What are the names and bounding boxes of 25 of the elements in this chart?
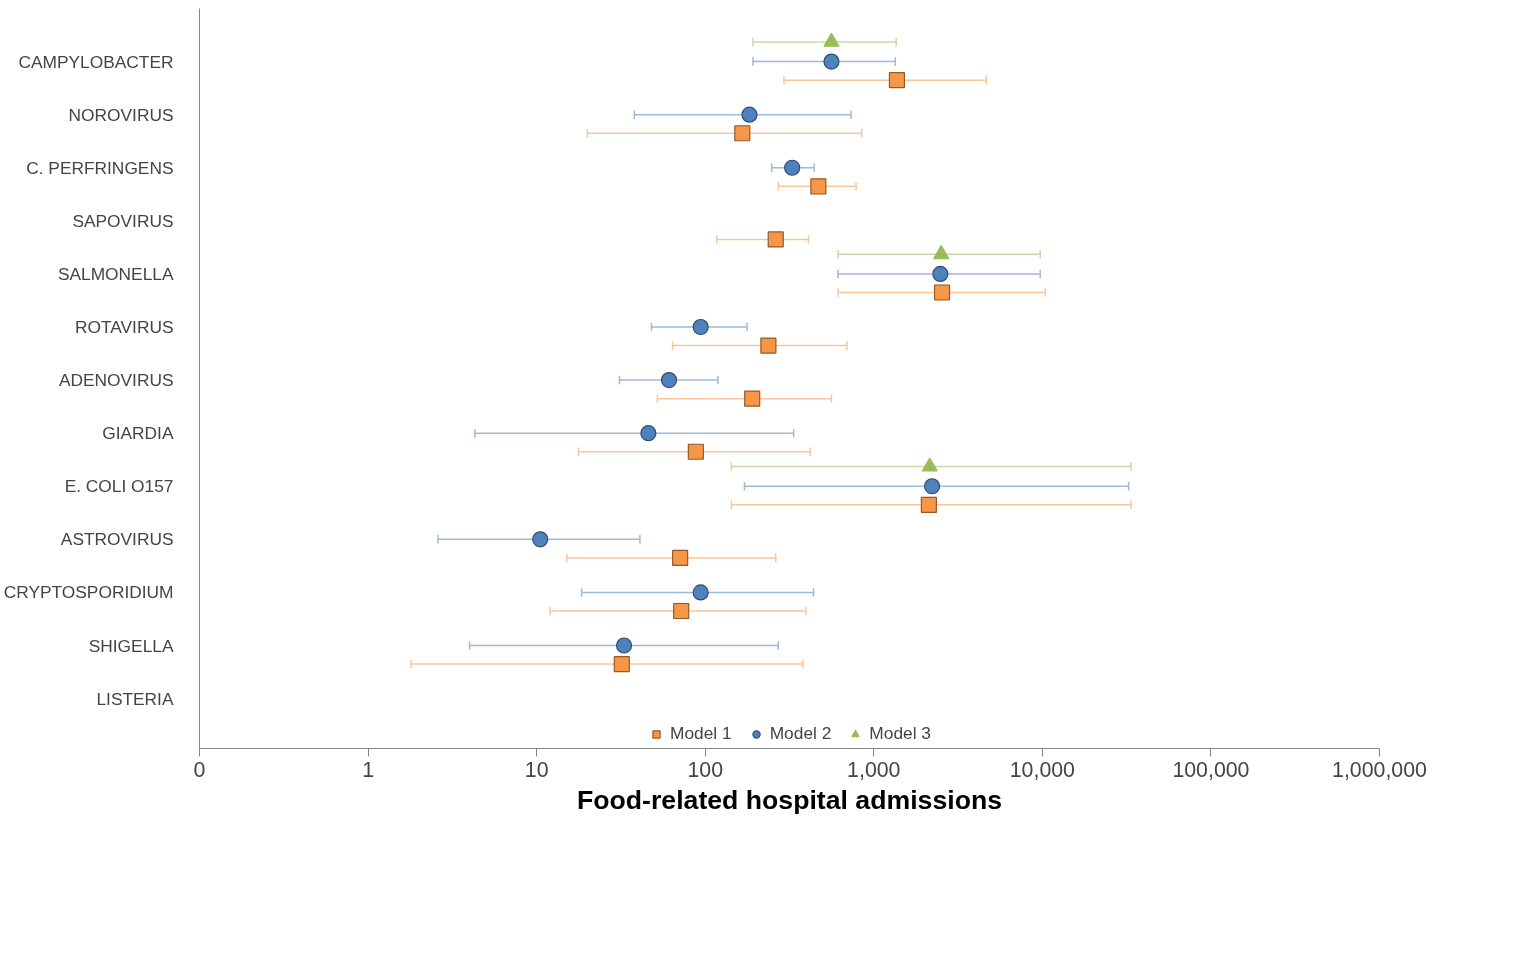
legend-label: Model 2 [769,723,832,744]
x-axis-title: Food-related hospital admissions [576,784,1003,815]
y-tick-label: SALMONELLA [57,263,174,284]
y-tick-label: ASTROVIRUS [60,529,174,550]
x-tick-label: 100,000 [1172,757,1250,782]
y-tick-label: ROTAVIRUS [74,317,174,338]
x-tick-label: 1,000,000 [1332,757,1428,782]
y-tick-label: LISTERIA [96,688,174,709]
x-tick-label: 1,000 [847,757,901,782]
x-tick-label: 10,000 [1009,757,1076,782]
y-tick-label: SHIGELLA [88,635,174,656]
y-tick-label: CRYPTOSPORIDIUM [3,582,174,603]
y-tick-label: NOROVIRUS [68,104,174,125]
y-tick-label: CAMPYLOBACTER [18,51,174,72]
legend-label: Model 3 [869,723,931,744]
x-tick-label: 0 [193,757,206,782]
y-tick-label: ADENOVIRUS [58,370,174,391]
x-tick-label: 10 [524,757,549,782]
legend-label: Model 1 [670,723,732,744]
y-tick-label: GIARDIA [102,423,174,444]
y-tick-label: C. PERFRINGENS [26,157,174,178]
y-tick-label: E. COLI O157 [64,476,174,497]
y-tick-label: SAPOVIRUS [72,210,174,231]
x-tick-label: 100 [687,757,724,782]
x-tick-label: 1 [362,757,375,782]
